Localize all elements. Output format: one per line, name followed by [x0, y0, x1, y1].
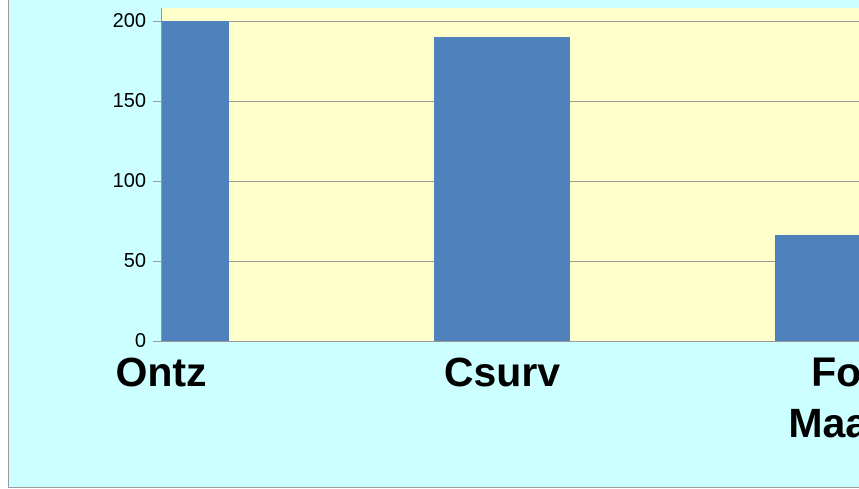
x-axis — [161, 341, 859, 342]
y-tick-label: 150 — [112, 89, 146, 112]
bar — [433, 36, 571, 341]
chart: 0 50 100 150 200 Ontz Csurv Fot Maatr — [8, 0, 859, 488]
bar — [161, 20, 230, 341]
y-axis — [161, 8, 162, 342]
y-tick-label: 0 — [134, 330, 146, 352]
tick-mark — [153, 341, 161, 342]
tick-mark — [153, 20, 161, 22]
x-tick-label: Fot Maatr — [788, 349, 859, 446]
grid-line — [161, 20, 859, 22]
tick-mark — [153, 180, 161, 182]
bar — [774, 235, 859, 341]
y-tick-label: 200 — [112, 9, 146, 32]
y-tick-label: 50 — [123, 249, 146, 272]
plot-area — [161, 8, 859, 341]
x-tick-label: Csurv — [443, 349, 561, 395]
y-tick-label: 100 — [112, 169, 146, 192]
tick-mark — [153, 100, 161, 102]
x-tick-label: Ontz — [115, 349, 207, 395]
tick-mark — [153, 260, 161, 262]
